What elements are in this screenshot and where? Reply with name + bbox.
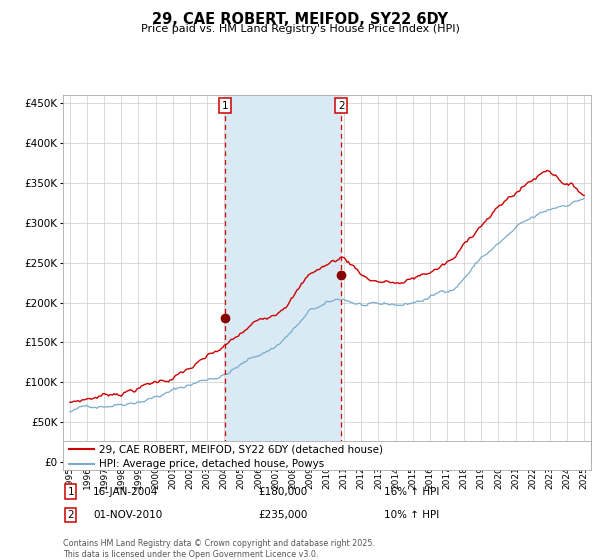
Text: 2: 2 (67, 510, 74, 520)
Text: 10% ↑ HPI: 10% ↑ HPI (384, 510, 439, 520)
Text: 1: 1 (67, 487, 74, 497)
Text: 16-JAN-2004: 16-JAN-2004 (93, 487, 158, 497)
Text: £235,000: £235,000 (258, 510, 307, 520)
Text: 29, CAE ROBERT, MEIFOD, SY22 6DY: 29, CAE ROBERT, MEIFOD, SY22 6DY (152, 12, 448, 27)
Text: 2: 2 (338, 101, 344, 111)
Text: 16% ↑ HPI: 16% ↑ HPI (384, 487, 439, 497)
Text: 1: 1 (221, 101, 228, 111)
Bar (225, 95, 341, 462)
Text: £180,000: £180,000 (258, 487, 307, 497)
Text: Price paid vs. HM Land Registry's House Price Index (HPI): Price paid vs. HM Land Registry's House … (140, 24, 460, 34)
Text: Contains HM Land Registry data © Crown copyright and database right 2025.
This d: Contains HM Land Registry data © Crown c… (63, 539, 375, 559)
Text: 01-NOV-2010: 01-NOV-2010 (93, 510, 162, 520)
Text: HPI: Average price, detached house, Powys: HPI: Average price, detached house, Powy… (99, 459, 324, 469)
Text: 29, CAE ROBERT, MEIFOD, SY22 6DY (detached house): 29, CAE ROBERT, MEIFOD, SY22 6DY (detach… (99, 444, 383, 454)
